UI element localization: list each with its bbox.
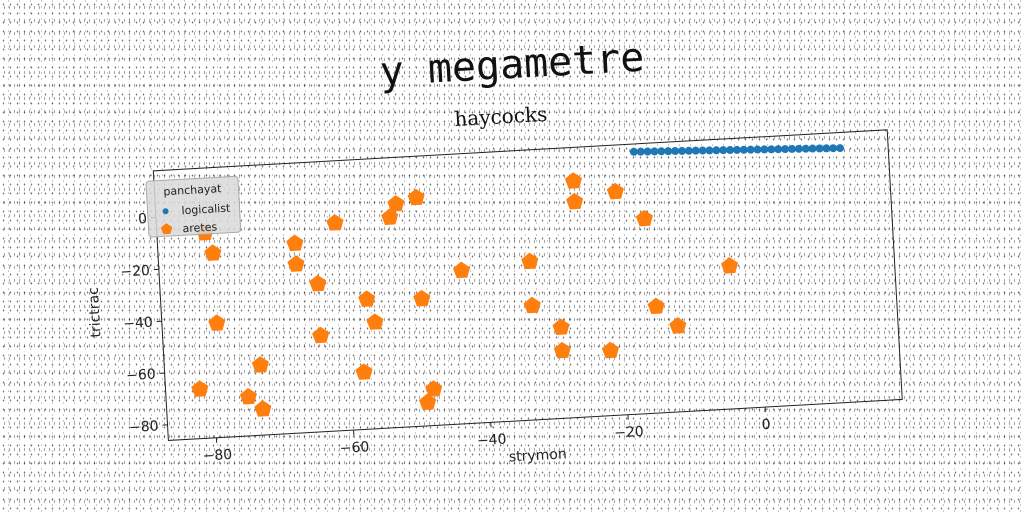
data-point-logicalist [787, 144, 796, 153]
x-tick-label: 0 [761, 417, 771, 433]
data-point-logicalist [746, 145, 755, 154]
data-point-aretes [366, 313, 384, 330]
data-point-logicalist [636, 147, 645, 156]
data-point-aretes [521, 252, 539, 270]
data-point-logicalist [677, 146, 686, 155]
data-point-logicalist [822, 144, 831, 153]
y-tick-label: −80 [129, 418, 159, 436]
data-point-aretes [407, 188, 425, 206]
data-point-logicalist [767, 145, 776, 154]
legend-marker-logicalist [162, 208, 169, 215]
data-point-aretes [647, 297, 665, 315]
y-tick-label: −60 [126, 367, 156, 385]
data-point-logicalist [760, 145, 769, 154]
data-point-aretes [669, 317, 687, 334]
data-point-aretes [312, 326, 330, 344]
y-tick-label: −40 [123, 315, 153, 333]
plot-area [152, 129, 903, 441]
data-point-logicalist [815, 144, 824, 153]
data-point-aretes [287, 255, 305, 272]
x-axis: −80 −60 −40 −20 0 [202, 407, 771, 465]
data-point-aretes [566, 192, 584, 210]
data-point-aretes [254, 400, 272, 417]
data-point-aretes [251, 356, 269, 373]
legend-label-logicalist: logicalist [181, 202, 231, 218]
data-point-aretes [355, 363, 373, 380]
data-point-logicalist [719, 146, 728, 155]
data-point-aretes [552, 318, 570, 336]
data-point-logicalist [781, 145, 790, 154]
data-point-logicalist [650, 147, 659, 156]
data-point-aretes [239, 388, 257, 405]
data-point-aretes [425, 380, 443, 397]
legend-marker-aretes [160, 223, 173, 235]
data-point-aretes [553, 341, 571, 359]
y-axis-label: trictrac [86, 287, 105, 338]
data-point-logicalist [753, 145, 762, 154]
data-point-aretes [358, 290, 376, 307]
data-point-logicalist [836, 144, 845, 153]
legend-label-aretes: aretes [182, 220, 218, 235]
x-axis-label: strymon [508, 446, 567, 465]
data-point-aretes [309, 274, 327, 292]
y-axis: 0 −20 −40 −60 −80 [120, 211, 168, 436]
legend-title: panchayat [163, 182, 222, 198]
data-point-logicalist [664, 147, 673, 156]
data-point-aretes [326, 214, 344, 231]
data-point-aretes [286, 234, 304, 252]
data-point-aretes [606, 182, 624, 200]
data-point-logicalist [629, 147, 638, 156]
data-point-logicalist [808, 144, 817, 153]
data-point-aretes [191, 380, 209, 397]
data-point-aretes [720, 257, 739, 274]
series-logicalist [629, 144, 845, 156]
data-point-aretes [419, 393, 437, 411]
data-point-aretes [381, 208, 399, 226]
data-point-aretes [601, 341, 620, 359]
data-point-logicalist [829, 144, 838, 153]
chart-title: haycocks [454, 102, 548, 131]
data-point-logicalist [657, 147, 666, 156]
data-point-logicalist [739, 145, 748, 154]
y-tick-label: −20 [120, 263, 150, 281]
data-point-logicalist [705, 146, 714, 155]
data-point-logicalist [691, 146, 700, 155]
data-point-logicalist [801, 144, 810, 153]
data-point-aretes [387, 195, 405, 212]
data-point-aretes [635, 209, 653, 227]
data-point-aretes [564, 172, 582, 189]
legend-box [145, 175, 242, 238]
data-point-logicalist [726, 146, 735, 155]
legend: panchayat logicalist aretes [145, 175, 242, 238]
data-point-logicalist [774, 145, 783, 154]
data-point-aretes [452, 261, 470, 279]
series-layer [191, 144, 845, 417]
series-aretes [191, 172, 739, 417]
data-point-aretes [523, 296, 541, 314]
data-point-aretes [204, 244, 222, 261]
data-point-logicalist [671, 147, 680, 156]
x-tick-label: −20 [614, 424, 644, 442]
data-point-logicalist [643, 147, 652, 156]
x-tick-label: −60 [339, 439, 369, 457]
data-point-logicalist [684, 146, 693, 155]
data-point-logicalist [794, 144, 803, 153]
y-tick-label: 0 [138, 211, 148, 227]
data-point-logicalist [732, 145, 741, 154]
x-tick-label: −80 [202, 447, 232, 465]
x-tick-label: −40 [477, 432, 507, 450]
data-point-aretes [413, 289, 431, 307]
data-point-aretes [208, 314, 226, 331]
data-point-logicalist [698, 146, 707, 155]
data-point-logicalist [712, 146, 721, 155]
